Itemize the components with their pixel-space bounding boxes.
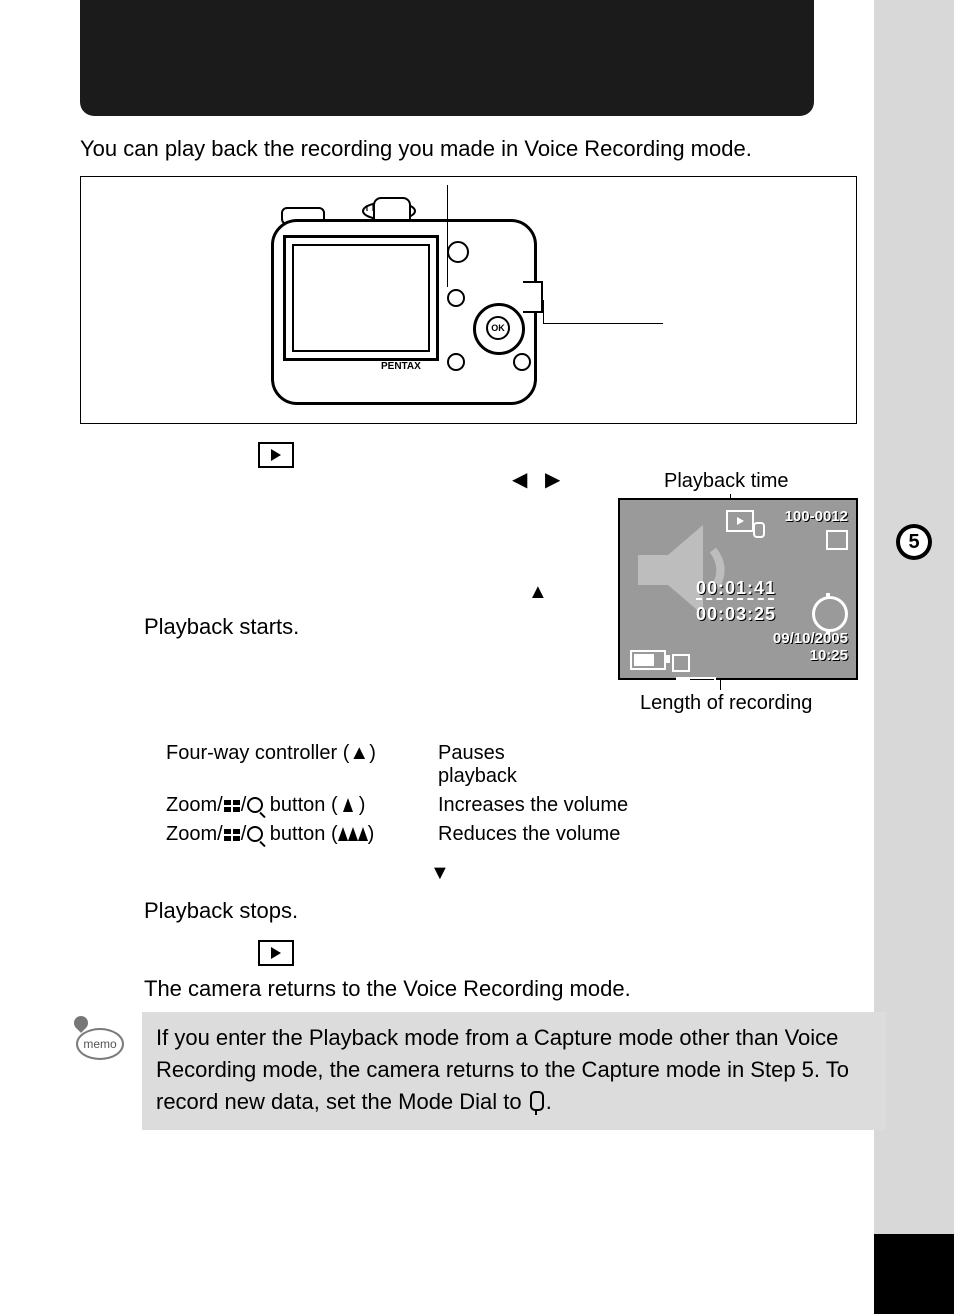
date: 09/10/2005 [773, 630, 848, 647]
camera-diagram: OK PENTAX [80, 176, 857, 424]
total-time: 00:03:25 [696, 604, 776, 625]
up-arrow-icon: ▲ [528, 581, 548, 604]
battery-icon [630, 650, 666, 670]
playback-time-label: Playback time [664, 470, 789, 493]
tele-icon [343, 798, 353, 812]
step-playback-stops: Playback stops. [144, 898, 298, 924]
row2-btn-open: button ( [264, 794, 343, 816]
row3-prefix: Zoom/ [166, 823, 223, 845]
row2-prefix: Zoom/ [166, 794, 223, 816]
table-row: Four-way controller (▲) Pauses playback [166, 740, 628, 790]
up-arrow-icon: ▲ [349, 742, 369, 764]
chapter-number: 5 [900, 528, 928, 556]
lcd-frame [283, 235, 439, 361]
elapsed-time: 00:01:41 [696, 578, 776, 599]
left-right-arrows-icon: ◀ ▶ [512, 467, 566, 492]
memo-text-1: If you enter the Playback mode from a Ca… [156, 1025, 849, 1114]
click-icon [812, 596, 848, 632]
row2-btn-close: ) [353, 794, 365, 816]
length-label: Length of recording [640, 692, 812, 715]
ok-button-icon: OK [486, 316, 510, 340]
lcd-preview: 100-0012 00:01:41 00:03:25 09/10/2005 10… [618, 498, 858, 680]
strap-lug [523, 281, 543, 313]
fn-button-icon [513, 353, 531, 371]
table-row: Zoom/ / button ( ) Increases the volume [166, 792, 628, 819]
playback-button-icon [447, 289, 465, 307]
row1-label-prefix: Four-way controller ( [166, 742, 349, 764]
side-gutter [874, 0, 954, 1314]
playback-mode-icon [258, 940, 294, 966]
volume-indicator [672, 654, 732, 670]
row2-desc: Increases the volume [438, 792, 628, 819]
divider-line [696, 598, 774, 600]
down-arrow-icon: ▼ [430, 862, 450, 885]
row3-btn-close: ) [368, 823, 375, 845]
microphone-icon [753, 522, 765, 538]
menu-button-icon [447, 353, 465, 371]
memory-card-icon [826, 530, 848, 550]
microphone-icon [530, 1091, 544, 1111]
memo-icon-label: memo [76, 1028, 124, 1060]
magnifier-icon [247, 797, 263, 813]
operations-table: Four-way controller (▲) Pauses playback … [164, 738, 630, 850]
chapter-badge: 5 [896, 524, 932, 560]
playback-mode-icon [258, 442, 294, 468]
step-returns: The camera returns to the Voice Recordin… [144, 976, 631, 1002]
speaker-icon [447, 241, 469, 263]
side-gutter-footer [874, 1234, 954, 1314]
memo-box: If you enter the Playback mode from a Ca… [142, 1012, 886, 1130]
leader-line [543, 300, 544, 323]
folder-number: 100-0012 [785, 508, 848, 525]
date-time: 09/10/2005 10:25 [773, 630, 848, 664]
wide-icon [338, 823, 368, 846]
table-row: Zoom/ / button () Reduces the volume [166, 821, 628, 848]
leader-line [447, 185, 448, 287]
time: 10:25 [810, 647, 848, 664]
row1-desc-l2: playback [438, 765, 517, 787]
camera-illustration: OK PENTAX [261, 191, 541, 411]
memo-text-2: . [546, 1089, 552, 1114]
thumbnail-grid-icon [224, 800, 240, 812]
section-header [80, 0, 814, 116]
brand-label: PENTAX [381, 361, 421, 372]
memo-icon: memo [76, 1018, 122, 1062]
row1-desc-l1: Pauses [438, 742, 505, 764]
row3-btn-open: button ( [264, 823, 337, 845]
step-playback-starts: Playback starts. [144, 614, 299, 640]
thumbnail-grid-icon [224, 829, 240, 841]
slash: / [241, 823, 247, 845]
intro-text: You can play back the recording you made… [80, 136, 752, 162]
slash: / [241, 794, 247, 816]
playback-mode-icon [726, 510, 754, 532]
leader-line [543, 323, 663, 324]
magnifier-icon [247, 826, 263, 842]
row3-desc: Reduces the volume [438, 821, 628, 848]
row1-label-suffix: ) [369, 742, 376, 764]
